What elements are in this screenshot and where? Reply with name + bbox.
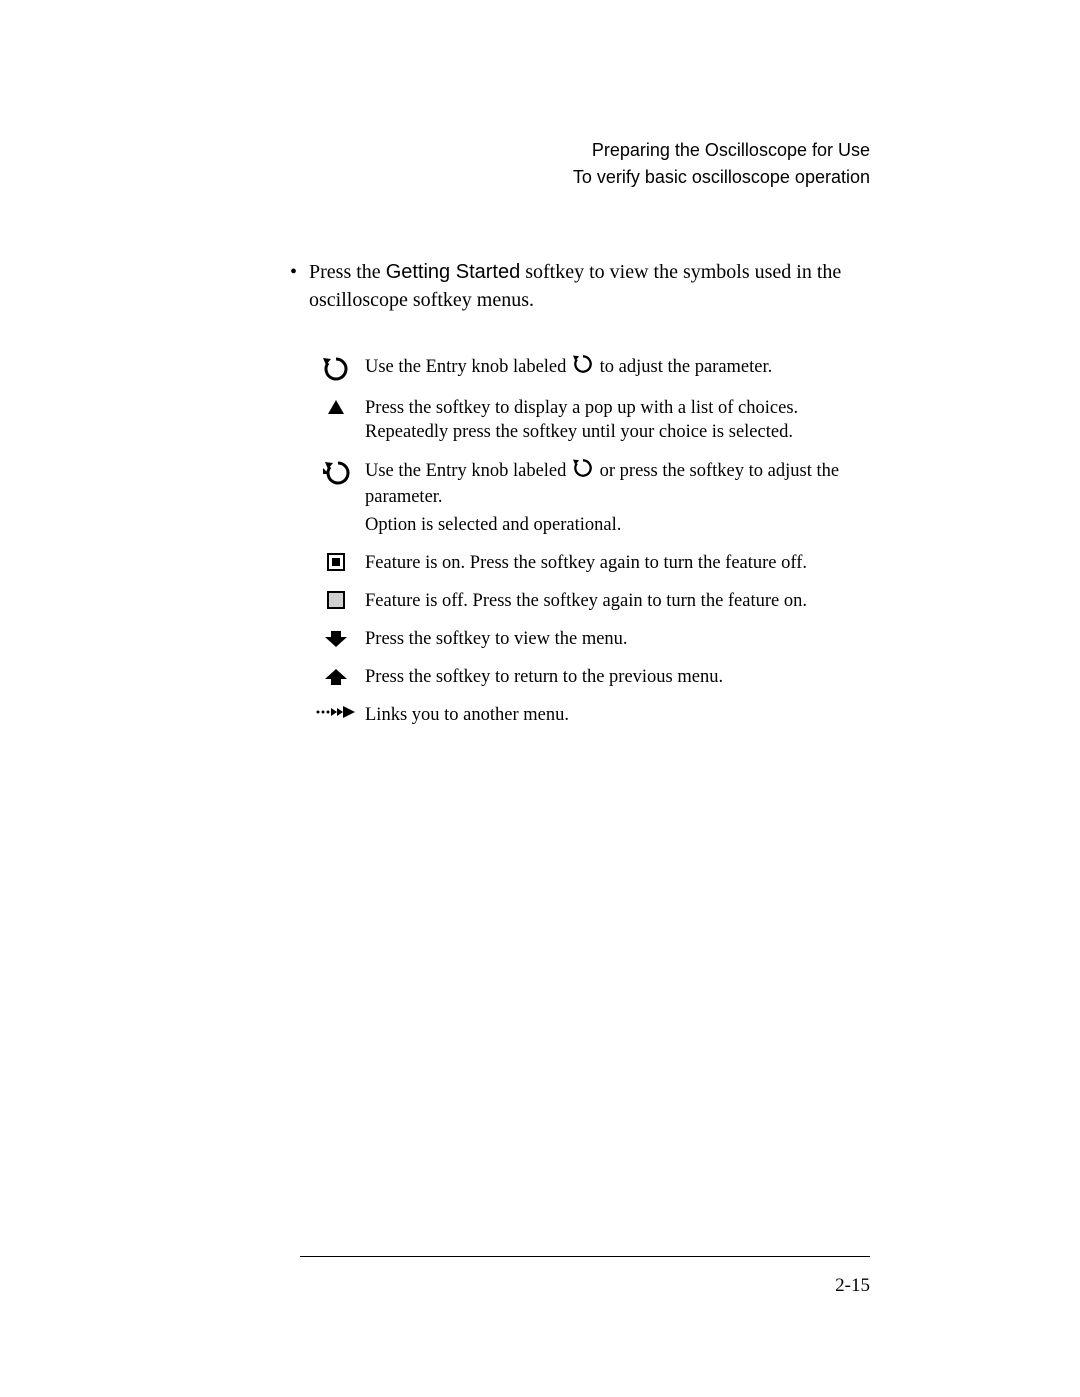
symbol-text: Press the softkey to return to the previ… [357, 665, 870, 689]
link-arrow-icon [315, 703, 357, 719]
page-number: 2-15 [835, 1275, 870, 1297]
arrow-down-icon [315, 627, 357, 649]
symbol-text: Links you to another menu. [357, 703, 870, 727]
knob-inline-icon [573, 458, 593, 485]
symbol-row-knob: Use the Entry knob labeled to adjust the… [315, 354, 870, 382]
arrow-up-icon [315, 665, 357, 687]
symbol-text: Press the softkey to display a pop up wi… [357, 396, 870, 444]
symbol-text: Feature is off. Press the softkey again … [357, 589, 870, 613]
knob-icon [315, 354, 357, 382]
symbol-row-checkbox-on: Feature is on. Press the softkey again t… [315, 551, 870, 575]
bullet-marker: • [290, 258, 297, 286]
knob-arrow-icon [315, 458, 357, 486]
knob-inline-icon [573, 354, 593, 381]
footer-rule [300, 1256, 870, 1257]
symbol-row-triangle: Press the softkey to display a pop up wi… [315, 396, 870, 444]
page-container: Preparing the Oscilloscope for Use To ve… [0, 0, 1080, 1397]
page-header: Preparing the Oscilloscope for Use To ve… [280, 140, 870, 188]
symbol-secondary-text: Option is selected and operational. [365, 513, 870, 537]
symbol-text: Feature is on. Press the softkey again t… [357, 551, 870, 575]
symbol-row-checkbox-off: Feature is off. Press the softkey again … [315, 589, 870, 613]
symbol-text: Use the Entry knob labeled or press the … [357, 458, 870, 537]
symbol-row-knob-arrow: Use the Entry knob labeled or press the … [315, 458, 870, 537]
symbol-text: Press the softkey to view the menu. [357, 627, 870, 651]
header-title: Preparing the Oscilloscope for Use [280, 140, 870, 161]
symbol-row-arrow-up: Press the softkey to return to the previ… [315, 665, 870, 689]
instruction-bullet: • Press the Getting Started softkey to v… [280, 258, 870, 314]
symbol-row-link-arrow: Links you to another menu. [315, 703, 870, 727]
triangle-up-icon [315, 396, 357, 416]
checkbox-off-icon [315, 589, 357, 609]
symbol-row-arrow-down: Press the softkey to view the menu. [315, 627, 870, 651]
checkbox-on-icon [315, 551, 357, 571]
instruction-text: Press the Getting Started softkey to vie… [309, 258, 870, 314]
symbol-text: Use the Entry knob labeled to adjust the… [357, 354, 870, 381]
header-subtitle: To verify basic oscilloscope operation [280, 167, 870, 188]
symbol-list: Use the Entry knob labeled to adjust the… [280, 354, 870, 727]
